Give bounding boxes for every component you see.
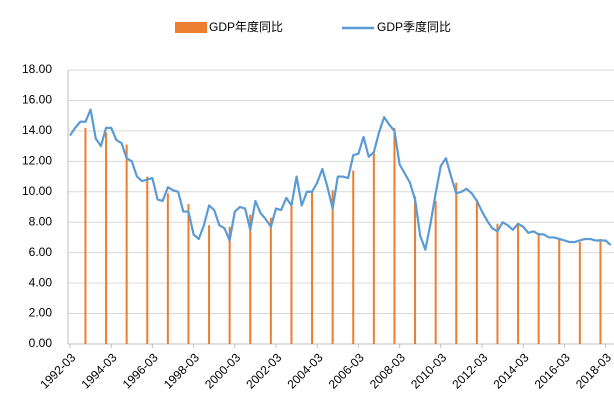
y-tick-label: 12.00	[22, 154, 52, 168]
bar	[434, 200, 437, 344]
line	[69, 108, 612, 251]
legend-label: GDP年度同比	[209, 19, 283, 34]
bar	[537, 232, 540, 344]
bar	[578, 242, 581, 344]
x-tick-label: 2016-03	[532, 350, 573, 391]
bar	[558, 238, 561, 344]
bar	[517, 225, 520, 344]
bar	[352, 170, 355, 344]
y-tick-label: 18.00	[22, 62, 52, 76]
bar	[311, 191, 314, 344]
x-tick-label: 1994-03	[79, 350, 120, 391]
y-tick-label: 0.00	[29, 336, 53, 350]
x-tick-label: 2010-03	[408, 350, 449, 391]
bar	[599, 238, 602, 344]
bar	[125, 144, 128, 344]
y-tick-label: 2.00	[29, 306, 53, 320]
bar	[455, 182, 458, 344]
x-tick-label: 2008-03	[367, 350, 408, 391]
bar	[105, 132, 108, 344]
y-tick-label: 10.00	[22, 184, 52, 198]
legend-swatch	[175, 22, 207, 33]
bar	[496, 223, 499, 344]
x-tick-label: 1992-03	[37, 350, 78, 391]
y-tick-label: 16.00	[22, 93, 52, 107]
bar	[84, 127, 87, 344]
x-tick-label: 1996-03	[120, 350, 161, 391]
bar	[146, 176, 149, 344]
y-tick-label: 6.00	[29, 245, 53, 259]
y-tick-label: 14.00	[22, 123, 52, 137]
bar	[269, 217, 272, 344]
x-tick-label: 2000-03	[202, 350, 243, 391]
bar	[290, 205, 293, 344]
x-tick-label: 2002-03	[243, 350, 284, 391]
x-tick-label: 2012-03	[449, 350, 490, 391]
bar	[228, 226, 231, 344]
y-tick-label: 8.00	[29, 214, 53, 228]
bar	[331, 190, 334, 344]
legend-label: GDP季度同比	[377, 19, 451, 34]
bar	[208, 225, 211, 344]
bar	[475, 199, 478, 344]
bar	[372, 150, 375, 344]
x-tick-label: 2018-03	[573, 350, 614, 391]
x-tick-label: 1998-03	[161, 350, 202, 391]
bar	[414, 196, 417, 344]
bar	[393, 127, 396, 344]
y-tick-label: 4.00	[29, 275, 53, 289]
bar	[166, 193, 169, 344]
x-tick-label: 2004-03	[285, 350, 326, 391]
x-tick-label: 2014-03	[491, 350, 532, 391]
x-tick-label: 2006-03	[326, 350, 367, 391]
bar	[187, 203, 190, 344]
bar	[249, 214, 252, 344]
